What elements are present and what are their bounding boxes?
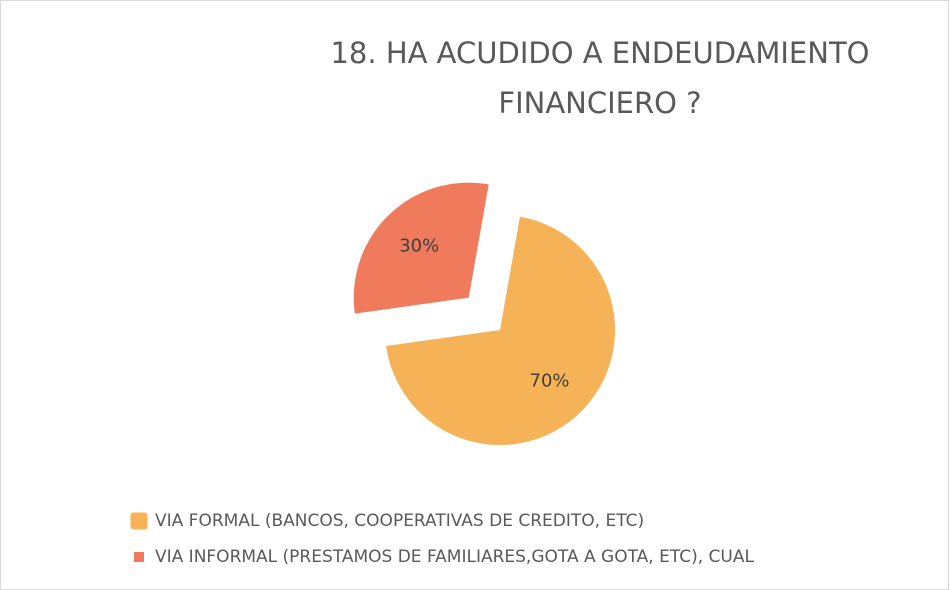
pie-slice bbox=[353, 182, 489, 314]
legend-label: VIA FORMAL (BANCOS, COOPERATIVAS DE CRED… bbox=[155, 511, 644, 531]
legend-label: VIA INFORMAL (PRESTAMOS DE FAMILIARES,GO… bbox=[155, 547, 754, 567]
pie-slice bbox=[386, 216, 616, 445]
legend-marker bbox=[130, 512, 148, 530]
legend-marker bbox=[134, 552, 144, 562]
data-label: 30% bbox=[399, 235, 439, 256]
chart-title: 18. HA ACUDIDO A ENDEUDAMIENTO FINANCIER… bbox=[330, 36, 870, 120]
data-label: 70% bbox=[530, 370, 570, 391]
